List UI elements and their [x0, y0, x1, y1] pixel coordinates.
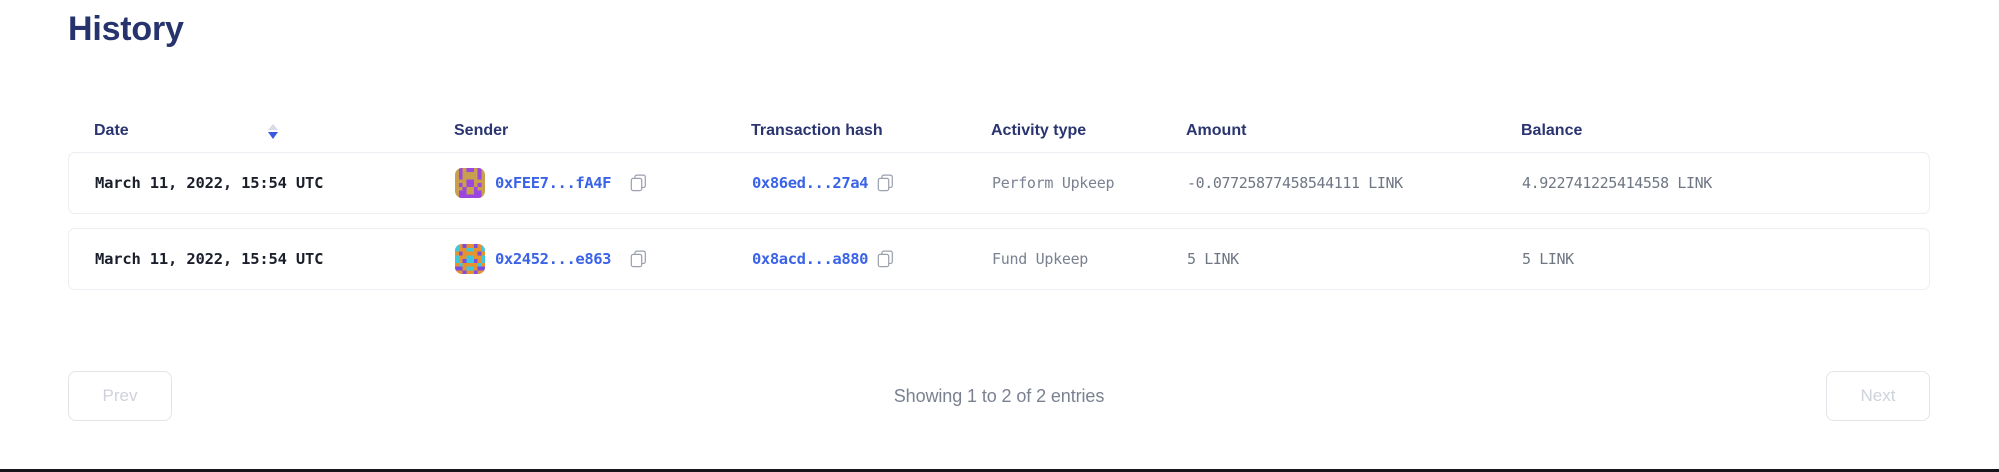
table-header-row: Date Sender Transaction hash Activity ty… [68, 110, 1930, 152]
cell-date: March 11, 2022, 15:54 UTC [95, 250, 324, 268]
cell-sender: 0x2452...e863 [455, 244, 752, 274]
prev-page-button[interactable]: Prev [68, 371, 172, 421]
transaction-hash-link[interactable]: 0x86ed...27a4 [752, 174, 869, 192]
sender-blockie-avatar-icon [455, 244, 485, 274]
copy-sender-icon[interactable] [630, 250, 647, 268]
copy-transaction-hash-icon[interactable] [877, 250, 894, 268]
column-header-amount: Amount [1186, 122, 1247, 139]
sort-ascending-arrow-icon [267, 123, 278, 130]
cell-amount: 5 LINK [1187, 250, 1239, 268]
table-row: March 11, 2022, 15:54 UTC [68, 152, 1930, 214]
sort-descending-arrow-icon [267, 131, 278, 139]
cell-activity-type: Fund Upkeep [992, 250, 1089, 268]
transaction-hash-link[interactable]: 0x8acd...a880 [752, 250, 869, 268]
pagination-summary: Showing 1 to 2 of 2 entries [893, 385, 1105, 406]
copy-sender-icon[interactable] [630, 174, 647, 192]
cell-transaction-hash: 0x86ed...27a4 [752, 174, 992, 192]
sender-blockie-avatar-icon [455, 168, 485, 198]
sender-address-link[interactable]: 0x2452...e863 [495, 250, 612, 268]
column-header-balance: Balance [1521, 122, 1583, 139]
cell-activity-type: Perform Upkeep [992, 174, 1115, 192]
column-header-activity-type: Activity type [991, 122, 1087, 139]
sender-address-link[interactable]: 0xFEE7...fA4F [495, 174, 612, 192]
column-header-transaction-hash: Transaction hash [751, 122, 883, 139]
cell-sender: 0xFEE7...fA4F [455, 168, 752, 198]
table-row: March 11, 2022, 15:54 UTC [68, 228, 1930, 290]
cell-balance: 5 LINK [1522, 250, 1574, 268]
sort-descending-icon[interactable] [267, 123, 279, 139]
history-table: Date Sender Transaction hash Activity ty… [68, 110, 1930, 304]
cell-amount: -0.07725877458544111 LINK [1187, 174, 1403, 192]
cell-date: March 11, 2022, 15:54 UTC [95, 174, 324, 192]
column-header-sender: Sender [454, 122, 509, 139]
page-title: History [68, 10, 184, 48]
copy-transaction-hash-icon[interactable] [877, 174, 894, 192]
cell-balance: 4.922741225414558 LINK [1522, 174, 1712, 192]
pagination-bar: Prev Showing 1 to 2 of 2 entries Next [68, 367, 1930, 425]
cell-transaction-hash: 0x8acd...a880 [752, 250, 992, 268]
column-header-date[interactable]: Date [94, 122, 454, 140]
next-page-button[interactable]: Next [1826, 371, 1930, 421]
column-header-date-label: Date [94, 122, 129, 139]
